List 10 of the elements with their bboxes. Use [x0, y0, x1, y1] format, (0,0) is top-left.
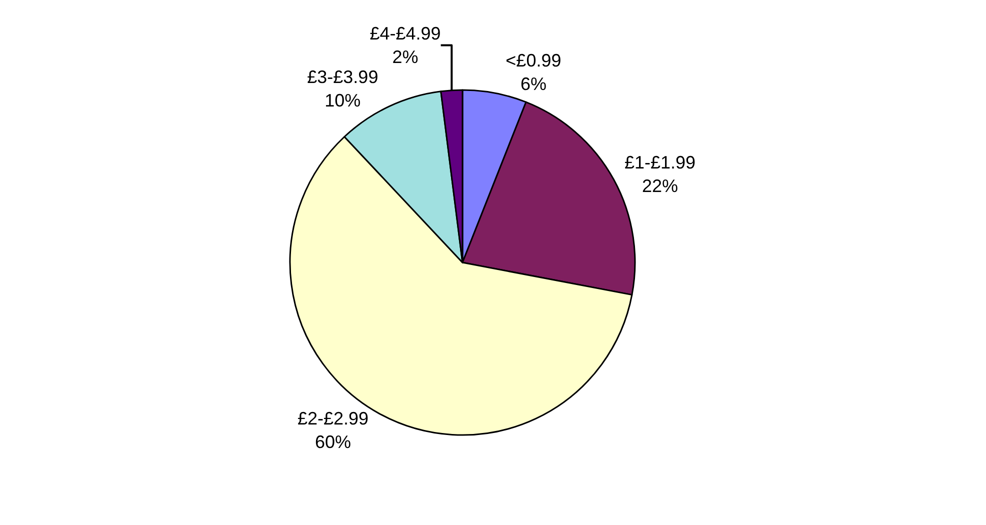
data-label: 2%	[392, 46, 418, 67]
slice-label: £2-£2.99	[297, 408, 369, 429]
data-label: 10%	[324, 90, 361, 110]
slice-label: <£0.99	[506, 50, 562, 70]
slice-label: £4-£4.99	[370, 24, 441, 44]
data-label: 60%	[315, 432, 352, 452]
slice-label: £1-£1.99	[624, 152, 696, 173]
data-label: 22%	[642, 176, 678, 196]
data-label: 6%	[520, 74, 546, 94]
slice-label: £3-£3.99	[307, 66, 378, 87]
